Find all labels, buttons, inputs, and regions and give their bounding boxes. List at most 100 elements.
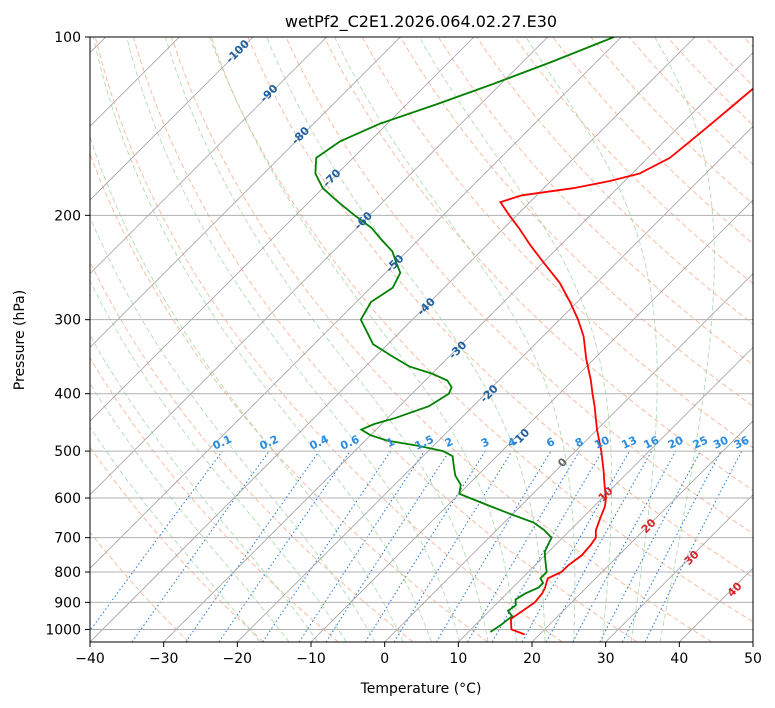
y-tick-label: 800 <box>54 565 81 581</box>
isotherm-line <box>458 346 753 642</box>
x-tick-label: 50 <box>744 651 762 667</box>
mixing-ratio-label: 25 <box>691 434 710 452</box>
y-tick-label: 600 <box>54 491 81 507</box>
mixing-ratio-label: 36 <box>732 433 752 451</box>
dry-adiabat-label: -40 <box>415 295 438 318</box>
moist-adiabat-line <box>90 216 376 642</box>
dry-adiabat-line <box>438 37 753 366</box>
dry-adiabat-line <box>399 37 753 407</box>
moist-adiabat-line <box>334 37 576 642</box>
mixing-ratio-label: 3 <box>479 435 491 450</box>
isotherms <box>90 37 753 642</box>
dry-adiabat-line <box>361 37 753 449</box>
mixing-ratio-line <box>393 450 513 642</box>
isotherm-line <box>531 420 753 642</box>
y-tick-label: 100 <box>54 30 81 46</box>
mixing-ratio-label: 6 <box>544 435 557 450</box>
x-axis: −40 −30 −20 −10 0 10 20 30 40 50 <box>75 642 762 667</box>
chart-title: wetPf2_C2E1.2026.064.02.27.E30 <box>285 12 557 32</box>
dry-adiabat-line <box>247 37 753 578</box>
moist-adiabat-line <box>126 37 461 642</box>
dry-adiabat-line <box>90 356 339 642</box>
dry-adiabat-label: -100 <box>223 37 252 66</box>
mixing-ratio-label: 2 <box>443 435 455 450</box>
mixing-ratio-label: 20 <box>666 433 686 451</box>
moist-adiabat-line <box>90 382 290 642</box>
moist-adiabat-line <box>90 426 261 642</box>
mixing-ratio-line <box>218 450 351 642</box>
x-tick-label: 0 <box>380 651 389 667</box>
x-tick-label: −10 <box>296 651 326 667</box>
mixing-ratio-line <box>185 450 320 642</box>
x-tick-label: 40 <box>670 651 688 667</box>
x-tick-label: −20 <box>223 651 253 667</box>
x-tick-label: −40 <box>75 651 105 667</box>
isotherm-line <box>605 494 753 642</box>
moist-adiabat-line <box>266 37 546 642</box>
dry-adiabat-label: -70 <box>320 166 343 189</box>
dry-adiabat-label: 40 <box>725 579 745 599</box>
dry-adiabat-label: -20 <box>478 382 501 405</box>
dry-adiabat-line <box>704 37 753 87</box>
plot-frame <box>89 36 754 643</box>
isotherm-line <box>90 37 254 201</box>
dry-adiabat-line <box>666 37 753 126</box>
series-lines <box>314 37 753 636</box>
mixing-ratio-line <box>644 450 743 642</box>
isotherm-line <box>310 199 753 642</box>
dry-adiabat-line <box>171 37 712 642</box>
mixing-ratio-line <box>90 450 223 632</box>
dry-adiabat-line <box>90 152 488 642</box>
y-tick-label: 300 <box>54 313 81 329</box>
dry-adiabat-label: -30 <box>446 338 469 361</box>
isobars <box>90 37 753 630</box>
y-axis: 1000 900 800 700 600 500 400 300 200 100 <box>45 30 90 638</box>
isotherm-line <box>90 37 475 422</box>
mixing-ratio-line <box>545 450 653 642</box>
dry-adiabat-label: -80 <box>289 124 312 147</box>
mixing-ratio-line <box>621 450 722 642</box>
dry-adiabat-line <box>94 37 563 642</box>
isotherm-line <box>163 52 753 642</box>
moist-adiabat-line <box>654 37 715 642</box>
isotherm-line <box>237 125 753 642</box>
dry-adiabat-label: -90 <box>257 82 280 105</box>
y-axis-title: Pressure (hPa) <box>12 290 28 390</box>
moist-adiabat-line <box>525 37 658 642</box>
mixing-ratio-lines <box>90 450 743 642</box>
x-tick-label: 30 <box>597 651 615 667</box>
mixing-ratio-label: 0.1 <box>211 433 234 453</box>
mixing-ratio-line <box>435 450 552 642</box>
isotherm-line <box>90 37 548 496</box>
dry-adiabat-line <box>285 37 753 535</box>
temperature-line <box>498 87 753 636</box>
y-tick-label: 500 <box>54 444 81 460</box>
moist-adiabat-line <box>90 135 404 642</box>
moist-adiabat-line <box>90 334 319 642</box>
dry-adiabat-line <box>90 531 190 642</box>
moist-adiabats <box>90 37 715 642</box>
mixing-ratio-label: 0.6 <box>338 432 361 452</box>
x-tick-label: −30 <box>149 651 179 667</box>
y-tick-label: 200 <box>54 208 81 224</box>
y-tick-label: 400 <box>54 387 81 403</box>
isotherm-line <box>384 273 753 642</box>
dry-adiabat-line <box>209 37 753 623</box>
mixing-ratio-line <box>131 450 270 642</box>
dry-adiabat-line <box>590 37 753 205</box>
y-tick-label: 700 <box>54 531 81 547</box>
mixing-ratio-line <box>262 450 392 642</box>
dry-adiabat-label: 20 <box>639 516 659 536</box>
dry-adiabat-label: 0 <box>555 455 570 470</box>
moist-adiabat-line <box>418 37 613 642</box>
mixing-ratio-label: 16 <box>642 433 662 451</box>
y-tick-label: 900 <box>54 595 81 611</box>
dry-adiabat-line <box>514 37 753 285</box>
isotherm-line <box>90 37 622 569</box>
dry-adiabats <box>90 37 753 642</box>
mixing-ratio-line <box>325 450 450 642</box>
isotherm-line <box>752 641 753 642</box>
isopleth-labels: -100-90-80-70-60-50-40-30-20-10010203040… <box>211 37 752 600</box>
mixing-ratio-line <box>467 450 580 642</box>
